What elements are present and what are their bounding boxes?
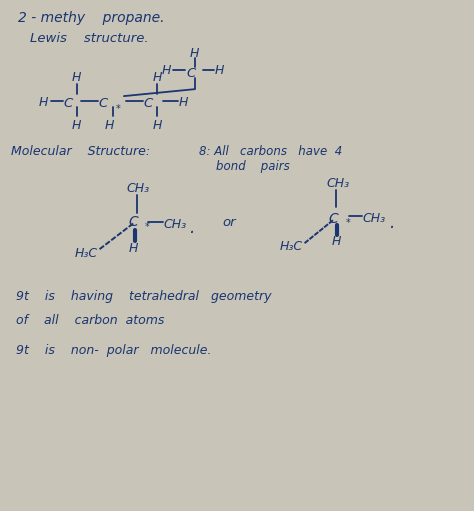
Text: or: or [223, 216, 237, 229]
Text: 8: All   carbons   have  4: 8: All carbons have 4 [199, 145, 343, 158]
Text: H: H [190, 47, 199, 60]
Text: C: C [329, 212, 338, 225]
Text: bond    pairs: bond pairs [216, 160, 290, 173]
Text: H₃C: H₃C [279, 240, 302, 253]
Text: 9t    is    having    tetrahedral   geometry: 9t is having tetrahedral geometry [16, 290, 271, 303]
Text: C: C [99, 98, 108, 110]
Text: *: * [145, 222, 150, 232]
Text: H: H [39, 96, 48, 109]
Text: H: H [152, 71, 162, 84]
Text: *: * [346, 218, 350, 228]
Text: H: H [72, 71, 82, 84]
Text: 9t    is    non-  polar   molecule.: 9t is non- polar molecule. [16, 344, 211, 357]
Text: H: H [72, 119, 82, 132]
Text: C: C [144, 98, 153, 110]
Text: .: . [389, 214, 394, 232]
Text: CH₃: CH₃ [126, 182, 149, 195]
Text: Molecular    Structure:: Molecular Structure: [11, 145, 150, 158]
Text: of    all    carbon  atoms: of all carbon atoms [16, 314, 164, 327]
Text: H: H [179, 96, 188, 109]
Text: H: H [162, 64, 171, 77]
Text: H: H [152, 119, 162, 132]
Text: C: C [186, 66, 195, 80]
Text: H₃C: H₃C [74, 247, 98, 260]
Text: CH₃: CH₃ [327, 177, 350, 191]
Text: C: C [64, 98, 73, 110]
Text: CH₃: CH₃ [363, 212, 386, 225]
Text: .: . [189, 219, 194, 237]
Text: H: H [331, 235, 341, 248]
Text: 2 - methy    propane.: 2 - methy propane. [18, 11, 164, 25]
Text: H: H [105, 119, 114, 132]
Text: Lewis    structure.: Lewis structure. [30, 32, 148, 45]
Text: *: * [116, 104, 120, 113]
Text: C: C [128, 215, 138, 229]
Text: CH₃: CH₃ [164, 218, 187, 230]
Text: H: H [215, 64, 224, 77]
Text: H: H [128, 242, 138, 255]
